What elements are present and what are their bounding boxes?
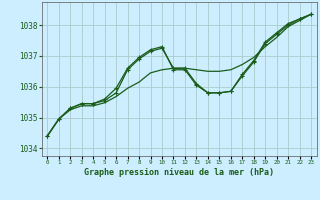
- X-axis label: Graphe pression niveau de la mer (hPa): Graphe pression niveau de la mer (hPa): [84, 168, 274, 177]
